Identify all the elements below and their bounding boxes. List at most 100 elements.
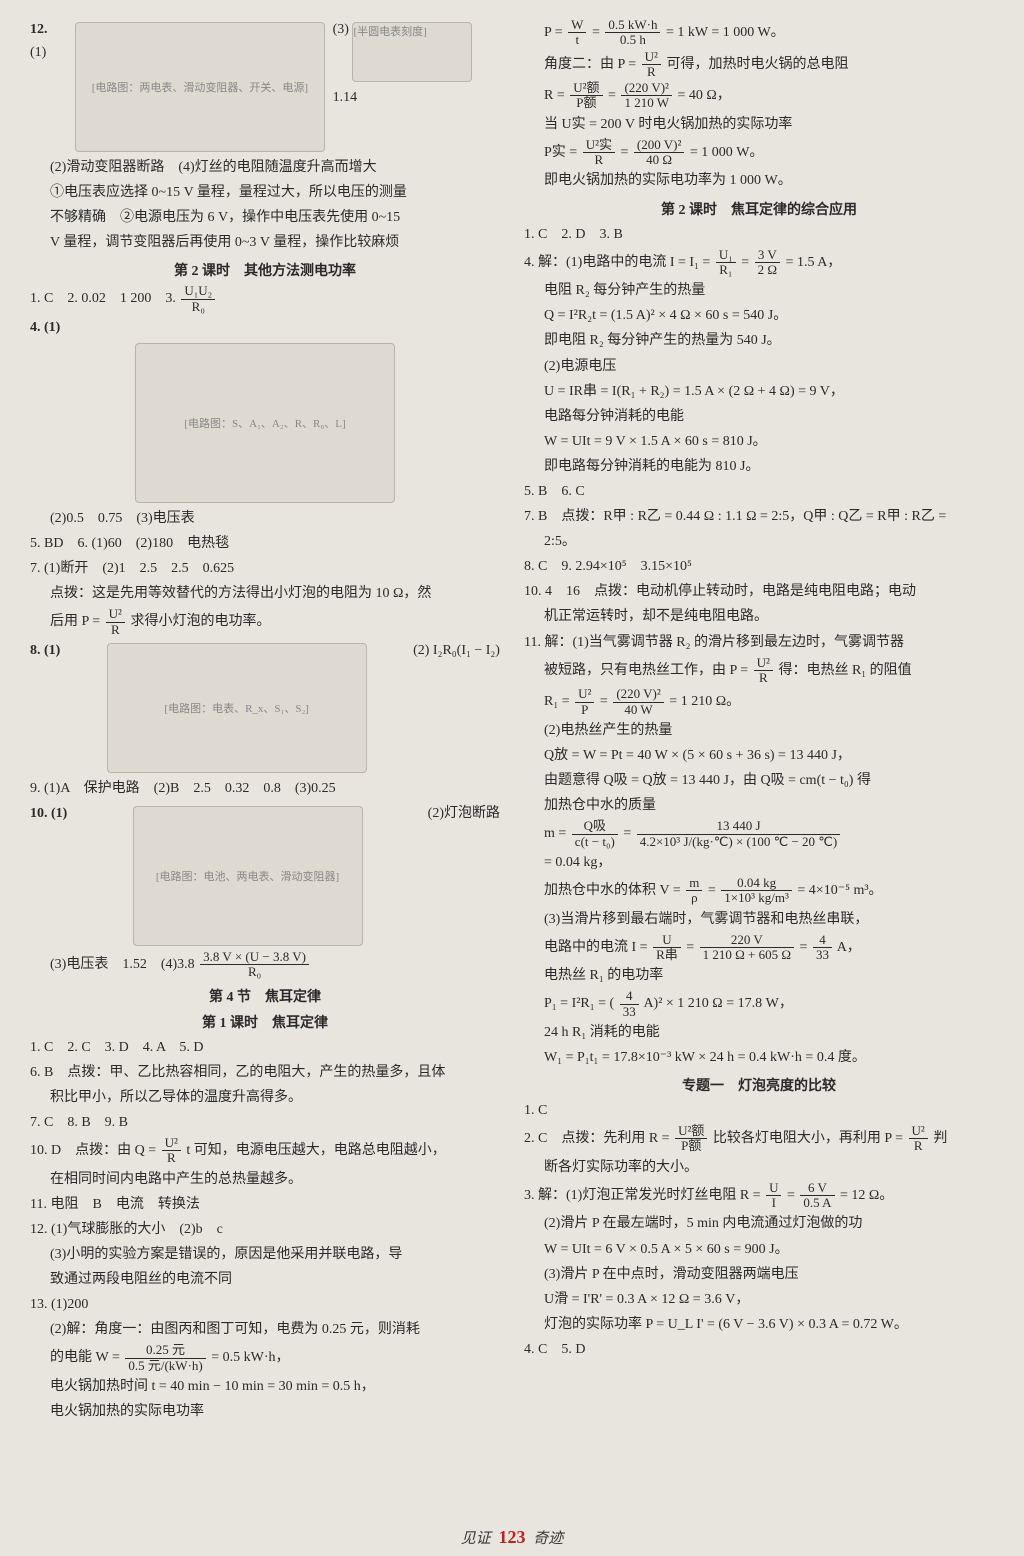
- topic-title: 专题一 灯泡亮度的比较: [524, 1075, 994, 1095]
- footer-page: 123: [499, 1527, 526, 1547]
- sec4-a13d: 电火锅加热时间 t = 40 min − 10 min = 30 min = 0…: [30, 1375, 500, 1398]
- right-column: P = Wt = 0.5 kW·h0.5 h = 1 kW = 1 000 W。…: [524, 18, 994, 1425]
- sec2r-a4f: U = IR串 = I(R₁ + R₂) = 1.5 A × (2 Ω + 4 …: [524, 380, 994, 403]
- sec2r-a4a-pre: 4. 解：(1)电路中的电流 I = I₁ =: [524, 255, 710, 270]
- r-top-l3-post: = 40 Ω，: [677, 88, 730, 103]
- sec2-a7b: 点拨：这是先用等效替代的方法得出小灯泡的电阻为 10 Ω，然: [30, 582, 500, 605]
- sec4-a13c-post: = 0.5 kW·h，: [211, 1350, 289, 1365]
- sec2-a7a: 7. (1)断开 (2)1 2.5 2.5 0.625: [30, 557, 500, 580]
- sec2-a5-6: 5. BD 6. (1)60 (2)180 电热毯: [30, 532, 500, 555]
- r-top-l4: 当 U实 = 200 V 时电火锅加热的实际功率: [524, 113, 994, 136]
- sec2-a9: 9. (1)A 保护电路 (2)B 2.5 0.32 0.8 (3)0.25: [30, 777, 500, 800]
- topic-a3e: U滑 = I'R' = 0.3 A × 12 Ω = 3.6 V，: [524, 1288, 994, 1311]
- q12-diagram-1: [电路图：两电表、滑动变阻器、开关、电源]: [75, 22, 324, 152]
- sec4-a12c: 致通过两段电阻丝的电流不同: [30, 1268, 500, 1291]
- sec2r-a11n-post: A)² × 1 210 Ω = 17.8 W，: [643, 996, 792, 1011]
- sec2-title: 第 2 课时 其他方法测电功率: [30, 260, 500, 280]
- sec2r-a10b: 机正常运转时，却不是纯电阻电路。: [524, 605, 994, 628]
- sec2-a10-3-pre: (3)电压表 1.52 (4)3.8: [50, 957, 195, 972]
- sec4-a6a: 6. B 点拨：甲、乙比热容相同，乙的电阻大，产生的热量多，且体: [30, 1061, 500, 1084]
- topic-a2-post: 判: [933, 1131, 947, 1146]
- q12-part3-label: (3): [333, 22, 349, 37]
- left-column: 12. (1) [电路图：两电表、滑动变阻器、开关、电源] (3) [半圆电表刻…: [30, 18, 500, 1425]
- sec2-a8-2: (2) I₂R₀(I₁ − I₂): [413, 639, 500, 662]
- sec2r-a11j-post: = 4×10⁻⁵ m³。: [797, 883, 882, 898]
- sec2-a3-frac: U₁U₂ R₀: [181, 284, 215, 314]
- q12-note2: 不够精确 ②电源电压为 6 V，操作中电压表先使用 0~15: [30, 206, 500, 229]
- topic-a3d: (3)滑片 P 在中点时，滑动变阻器两端电压: [524, 1263, 994, 1286]
- q12-part3-val: 1.14: [333, 90, 358, 105]
- r-top-l1-pre: P =: [544, 25, 563, 40]
- sec2r-a11o: 24 h R₁ 消耗的电能: [524, 1021, 994, 1044]
- sec2r-a11a: 11. 解：(1)当气雾调节器 R₂ 的滑片移到最左边时，气雾调节器: [524, 631, 994, 654]
- sec2-diag4: [电路图：S、A₁、A₂、R、R₀、L]: [135, 343, 395, 503]
- sec4-a13c-frac: 0.25 元 0.5 元/(kW·h): [125, 1343, 205, 1373]
- sec2r-a11b-post: 得：电热丝 R₁ 的阻值: [778, 663, 911, 678]
- sec2-a7c-pre: 后用 P =: [50, 614, 100, 629]
- sec2r-a4h: W = UIt = 9 V × 1.5 A × 60 s = 810 J。: [524, 430, 994, 453]
- sec2r-a11l-post: A，: [837, 940, 861, 955]
- sec4-a10-frac: U² R: [162, 1136, 181, 1166]
- sec2r-a4d: 即电阻 R₂ 每分钟产生的热量为 540 J。: [524, 329, 994, 352]
- r-top-l5-post: = 1 000 W。: [690, 145, 764, 160]
- sec4-a10b: 在相同时间内电路中产生的总热量越多。: [30, 1168, 500, 1191]
- topic-a2-pre: 2. C 点拨：先利用 R =: [524, 1131, 670, 1146]
- sec2r-a11b-pre: 被短路，只有电热丝工作，由 P =: [544, 663, 748, 678]
- sec4-a13a: 13. (1)200: [30, 1293, 500, 1316]
- sec2-diag8: [电路图：电表、R_x、S₁、S₂]: [107, 643, 367, 773]
- topic-a3b: (2)滑片 P 在最左端时，5 min 内电流通过灯泡做的功: [524, 1212, 994, 1235]
- sec2r-a11c-pre: R₁ =: [544, 694, 570, 709]
- topic-a1: 1. C: [524, 1099, 994, 1122]
- sec4-a10-pre: 10. D 点拨：由 Q =: [30, 1143, 156, 1158]
- sec4-a7-9: 7. C 8. B 9. B: [30, 1111, 500, 1134]
- q12-note1: ①电压表应选择 0~15 V 量程，量程过大，所以电压的测量: [30, 181, 500, 204]
- sec2r-title: 第 2 课时 焦耳定律的综合应用: [524, 199, 994, 219]
- sec2-a8-label: 8. (1): [30, 639, 60, 662]
- sec4-title1: 第 4 节 焦耳定律: [30, 986, 500, 1006]
- sec2-a4-label: 4. (1): [30, 316, 500, 339]
- r-top-l2-pre: 角度二：由 P =: [544, 57, 636, 72]
- sec2r-a8-9: 8. C 9. 2.94×10⁵ 3.15×10⁵: [524, 555, 994, 578]
- sec2r-a4i: 即电路每分钟消耗的电能为 810 J。: [524, 455, 994, 478]
- sec2r-a11d: (2)电热丝产生的热量: [524, 719, 994, 742]
- page-footer: 见证 123 奇迹: [0, 1527, 1024, 1548]
- sec2r-a11k: (3)当滑片移到最右端时，气雾调节器和电热丝串联，: [524, 908, 994, 931]
- sec2-a7c-frac: U² R: [106, 607, 125, 637]
- sec4-a11: 11. 电阻 B 电流 转换法: [30, 1193, 500, 1216]
- topic-a3a-post: = 12 Ω。: [840, 1188, 893, 1203]
- sec4-a12b: (3)小明的实验方案是错误的，原因是他采用并联电路，导: [30, 1243, 500, 1266]
- sec2r-a11n-pre: P₁ = I²R₁ = (: [544, 996, 614, 1011]
- q12-part1: (1): [30, 45, 46, 60]
- sec2r-a10a: 10. 4 16 点拨：电动机停止转动时，电路是纯电阻电路；电动: [524, 580, 994, 603]
- sec2r-a7a: 7. B 点拨：R甲 : R乙 = 0.44 Ω : 1.1 Ω = 2:5，Q…: [524, 505, 994, 528]
- topic-a3c: W = UIt = 6 V × 0.5 A × 5 × 60 s = 900 J…: [524, 1238, 994, 1261]
- r-top-l5-pre: P实 =: [544, 145, 577, 160]
- sec2-a1-3: 1. C 2. 0.02 1 200 3.: [30, 291, 176, 306]
- sec2r-a11i: = 0.04 kg，: [524, 851, 994, 874]
- sec2r-a11c-post: = 1 210 Ω。: [669, 694, 740, 709]
- sec2-diag10: [电路图：电池、两电表、滑动变阻器]: [133, 806, 363, 946]
- sec2r-a1-3: 1. C 2. D 3. B: [524, 223, 994, 246]
- q12-note3: V 量程，调节变阻器后再使用 0~3 V 量程，操作比较麻烦: [30, 231, 500, 254]
- footer-right: 奇迹: [533, 1531, 563, 1547]
- sec4-a6b: 积比甲小，所以乙导体的温度升高得多。: [30, 1086, 500, 1109]
- sec4-a1-5: 1. C 2. C 3. D 4. A 5. D: [30, 1036, 500, 1059]
- sec2r-a11p: W₁ = P₁t₁ = 17.8×10⁻³ kW × 24 h = 0.4 kW…: [524, 1046, 994, 1069]
- sec2r-a11f: 由题意得 Q吸 = Q放 = 13 440 J，由 Q吸 = cm(t − t₀…: [524, 769, 994, 792]
- r-top-l3-pre: R =: [544, 88, 565, 103]
- sec2-a10-3-frac: 3.8 V × (U − 3.8 V) R₀: [200, 950, 309, 980]
- q12-part2: (2)滑动变阻器断路 (4)灯丝的电阻随温度升高而增大: [30, 156, 500, 179]
- q12-label: 12.: [30, 22, 48, 37]
- topic-a3f: 灯泡的实际功率 P = U_L I' = (6 V − 3.6 V) × 0.3…: [524, 1313, 994, 1336]
- sec4-title2: 第 1 课时 焦耳定律: [30, 1012, 500, 1032]
- sec4-a13c-pre: 的电能 W =: [50, 1350, 120, 1365]
- sec2-a7c-post: 求得小灯泡的电功率。: [130, 614, 270, 629]
- sec2-a10-2: (2)灯泡断路: [428, 802, 500, 825]
- footer-left: 见证: [461, 1531, 491, 1547]
- r-top-l6: 即电火锅加热的实际电功率为 1 000 W。: [524, 169, 994, 192]
- sec2r-a4c: Q = I²R₂t = (1.5 A)² × 4 Ω × 60 s = 540 …: [524, 304, 994, 327]
- topic-a4-5: 4. C 5. D: [524, 1338, 994, 1361]
- topic-a2b: 断各灯实际功率的大小。: [524, 1156, 994, 1179]
- sec2r-a11h-pre: m =: [544, 826, 566, 841]
- r-top-l1-post: = 1 kW = 1 000 W。: [666, 25, 785, 40]
